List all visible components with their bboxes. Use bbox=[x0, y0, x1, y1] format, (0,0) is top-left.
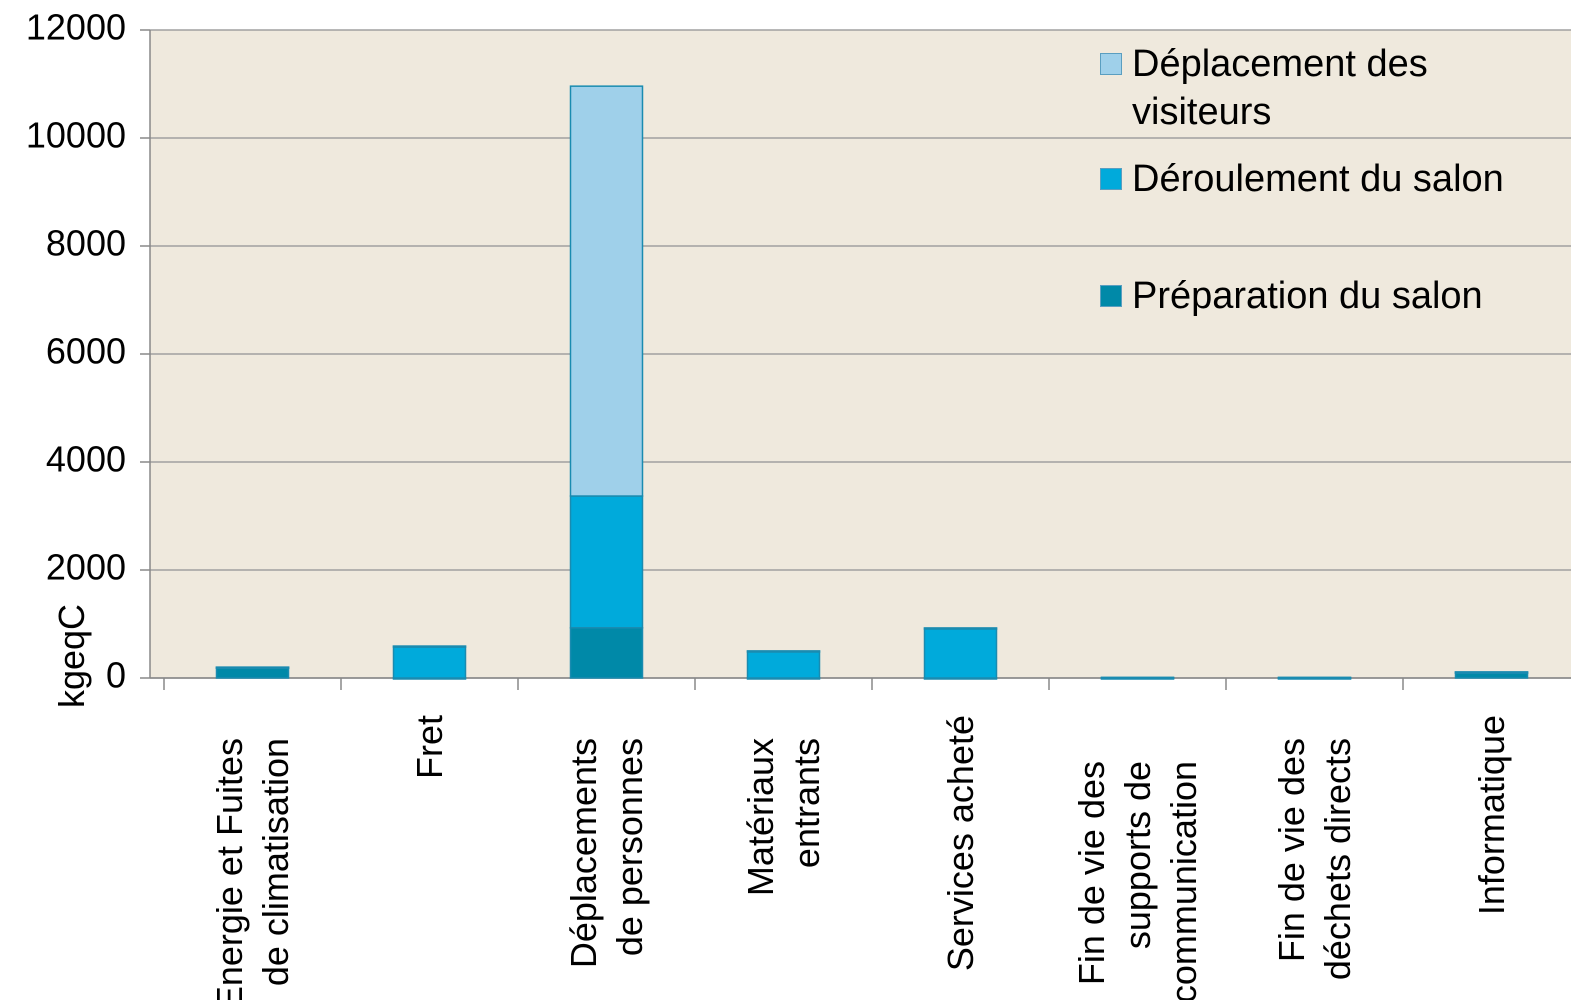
legend-swatch bbox=[1100, 168, 1122, 190]
bar-segment bbox=[1100, 676, 1175, 680]
bar-segment bbox=[746, 650, 821, 653]
y-tick-label: 10000 bbox=[26, 115, 126, 156]
bar-segment bbox=[569, 627, 644, 679]
legend-label: Déroulement du salon bbox=[1132, 158, 1504, 200]
legend-item: Préparation du salon bbox=[1100, 272, 1560, 320]
bar-segment bbox=[215, 666, 290, 669]
y-tick-label: 6000 bbox=[46, 331, 126, 372]
y-axis-label: kgeqC bbox=[51, 603, 93, 709]
y-tick-label: 0 bbox=[106, 655, 126, 696]
bar-segment bbox=[1454, 671, 1529, 674]
bar-segment bbox=[746, 650, 821, 679]
legend-item: Déplacement des visiteurs bbox=[1100, 40, 1560, 136]
y-tick-label: 12000 bbox=[26, 7, 126, 48]
bar-segment bbox=[392, 645, 467, 648]
x-tick-label: Energie et Fuites de climatisation bbox=[208, 738, 296, 1000]
x-tick-label: Informatique bbox=[1470, 715, 1512, 916]
bar-segment bbox=[1277, 676, 1352, 680]
x-tick-label: Déplacements de personnes bbox=[562, 738, 650, 969]
y-tick-label: 4000 bbox=[46, 439, 126, 480]
x-tick-label: Matériaux entrants bbox=[739, 738, 827, 897]
x-tick-label: Fret bbox=[408, 715, 450, 780]
legend-item: Déroulement du salon bbox=[1100, 155, 1560, 203]
y-tick-label: 8000 bbox=[46, 223, 126, 264]
bar-segment bbox=[569, 495, 644, 629]
legend-swatch bbox=[1100, 285, 1122, 307]
legend-label: Déplacement des visiteurs bbox=[1132, 43, 1428, 133]
bar-segment bbox=[392, 645, 467, 679]
legend-swatch bbox=[1100, 53, 1122, 75]
bar-segment bbox=[923, 627, 998, 679]
x-tick-label: Services acheté bbox=[939, 715, 981, 972]
y-tick-label: 2000 bbox=[46, 547, 126, 588]
x-tick-label: Fin de vie des déchets directs bbox=[1270, 738, 1358, 981]
legend-label: Préparation du salon bbox=[1132, 275, 1483, 317]
x-tick-label: Fin de vie des supports de communication bbox=[1070, 761, 1204, 1000]
bar-segment bbox=[923, 627, 998, 630]
bar-segment bbox=[569, 85, 644, 497]
